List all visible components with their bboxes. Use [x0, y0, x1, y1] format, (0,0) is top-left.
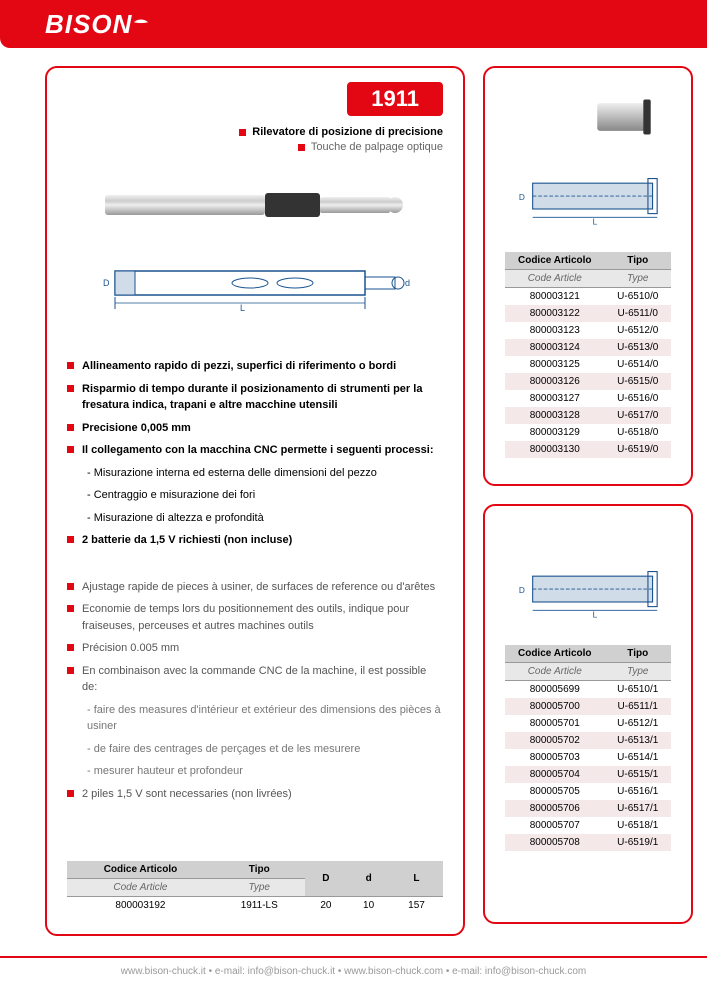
features-list-fr: Ajustage rapide de pieces à usiner, de s… — [67, 579, 443, 803]
table-row: 800003127U-6516/0 — [505, 390, 671, 407]
svg-text:L: L — [593, 217, 598, 227]
feature-item: - mesurer hauteur et profondeur — [67, 763, 443, 780]
table-row: 800005699U-6510/1 — [505, 681, 671, 699]
table-header: Codice Articolo — [67, 861, 214, 879]
table-row: 800003122U-6511/0 — [505, 305, 671, 322]
product-image-section: L D d — [67, 173, 443, 328]
table-row: 800003129U-6518/0 — [505, 424, 671, 441]
bushing-photo-1 — [505, 92, 671, 142]
table-row: 800003123U-6512/0 — [505, 322, 671, 339]
edge-finder-photo — [95, 183, 415, 228]
feature-item: Ajustage rapide de pieces à usiner, de s… — [67, 579, 443, 596]
table-row: 800003121U-6510/0 — [505, 288, 671, 306]
footer-email1: e-mail: info@bison-chuck.it — [215, 966, 335, 977]
feature-item: Risparmio di tempo durante il posizionam… — [67, 381, 443, 414]
table-row: 800005703U-6514/1 — [505, 749, 671, 766]
feature-item: En combinaison avec la commande CNC de l… — [67, 663, 443, 696]
table-row: 800003126U-6515/0 — [505, 373, 671, 390]
header: BISON — [0, 0, 707, 48]
table-row: 800003130U-6519/0 — [505, 441, 671, 458]
table-subheader: Type — [605, 663, 672, 681]
main-table-wrap: Codice ArticoloTipoDdL Code ArticleType80… — [67, 851, 443, 914]
label-d: d — [405, 278, 410, 288]
table-header: Tipo — [214, 861, 305, 879]
feature-item: - de faire des centrages de perçages et … — [67, 741, 443, 758]
side-column: D L Codice ArticoloTipoCode ArticleType8… — [483, 66, 693, 936]
svg-text:L: L — [593, 610, 598, 620]
subtitle-block: Rilevatore di posizione di precisione To… — [67, 126, 443, 153]
feature-item: Il collegamento con la macchina CNC perm… — [67, 442, 443, 459]
table-header: Codice Articolo — [505, 252, 605, 270]
table-row: 800005708U-6519/1 — [505, 834, 671, 851]
product-code-badge: 1911 — [347, 82, 443, 116]
feature-item: 2 batterie da 1,5 V richiesti (non inclu… — [67, 532, 443, 549]
subtitle-it: Rilevatore di posizione di precisione — [67, 126, 443, 138]
footer-url1: www.bison-chuck.it — [121, 966, 206, 977]
content-area: 1911 Rilevatore di posizione di precisio… — [0, 48, 707, 936]
side-table-2: Codice ArticoloTipoCode ArticleType80000… — [505, 645, 671, 851]
main-product-card: 1911 Rilevatore di posizione di precisio… — [45, 66, 465, 936]
feature-item: Précision 0.005 mm — [67, 640, 443, 657]
bushing-diagram-1: D L — [505, 167, 671, 227]
feature-item: Precisione 0,005 mm — [67, 420, 443, 437]
label-D: D — [103, 278, 110, 288]
side-card-2: D L Codice ArticoloTipoCode ArticleType8… — [483, 504, 693, 924]
brand-logo: BISON — [45, 9, 132, 40]
feature-item: - faire des measures d'intérieur et exté… — [67, 702, 443, 735]
technical-diagram: L D d — [95, 253, 415, 313]
feature-item: Allineamento rapido di pezzi, superfici … — [67, 358, 443, 375]
table-row: 8000031921911-LS2010157 — [67, 897, 443, 915]
table-row: 800003125U-6514/0 — [505, 356, 671, 373]
features-list-it: Allineamento rapido di pezzi, superfici … — [67, 358, 443, 549]
table-subheader: Type — [605, 270, 672, 288]
table-header: Tipo — [605, 645, 672, 663]
table-row: 800005707U-6518/1 — [505, 817, 671, 834]
svg-text:D: D — [519, 192, 525, 202]
bushing-diagram-2: D L — [505, 560, 671, 620]
table-subheader: Code Article — [505, 270, 605, 288]
feature-item: - Misurazione di altezza e profondità — [67, 510, 443, 527]
label-L: L — [240, 303, 245, 313]
table-row: 800005702U-6513/1 — [505, 732, 671, 749]
table-header: Tipo — [605, 252, 672, 270]
side-card-1: D L Codice ArticoloTipoCode ArticleType8… — [483, 66, 693, 486]
footer-url2: www.bison-chuck.com — [344, 966, 443, 977]
logo-swoosh-icon — [132, 15, 150, 33]
side-table-1: Codice ArticoloTipoCode ArticleType80000… — [505, 252, 671, 458]
table-row: 800005700U-6511/1 — [505, 698, 671, 715]
table-header: Codice Articolo — [505, 645, 605, 663]
table-row: 800005701U-6512/1 — [505, 715, 671, 732]
svg-text:D: D — [519, 585, 525, 595]
footer: www.bison-chuck.it • e-mail: info@bison-… — [0, 956, 707, 985]
table-row: 800005704U-6515/1 — [505, 766, 671, 783]
table-row: 800003124U-6513/0 — [505, 339, 671, 356]
feature-item: - Misurazione interna ed esterna delle d… — [67, 465, 443, 482]
table-row: 800005706U-6517/1 — [505, 800, 671, 817]
table-subheader: Code Article — [505, 663, 605, 681]
table-row: 800005705U-6516/1 — [505, 783, 671, 800]
footer-email2: e-mail: info@bison-chuck.com — [452, 966, 586, 977]
table-row: 800003128U-6517/0 — [505, 407, 671, 424]
feature-item: - Centraggio e misurazione dei fori — [67, 487, 443, 504]
table-header: L — [390, 861, 443, 897]
table-header: D — [305, 861, 348, 897]
table-subheader: Code Article — [67, 879, 214, 897]
table-subheader: Type — [214, 879, 305, 897]
subtitle-fr: Touche de palpage optique — [67, 141, 443, 153]
table-header: d — [347, 861, 390, 897]
feature-item: 2 piles 1,5 V sont necessaries (non livr… — [67, 786, 443, 803]
feature-item: Economie de temps lors du positionnement… — [67, 601, 443, 634]
main-table: Codice ArticoloTipoDdL Code ArticleType80… — [67, 861, 443, 914]
